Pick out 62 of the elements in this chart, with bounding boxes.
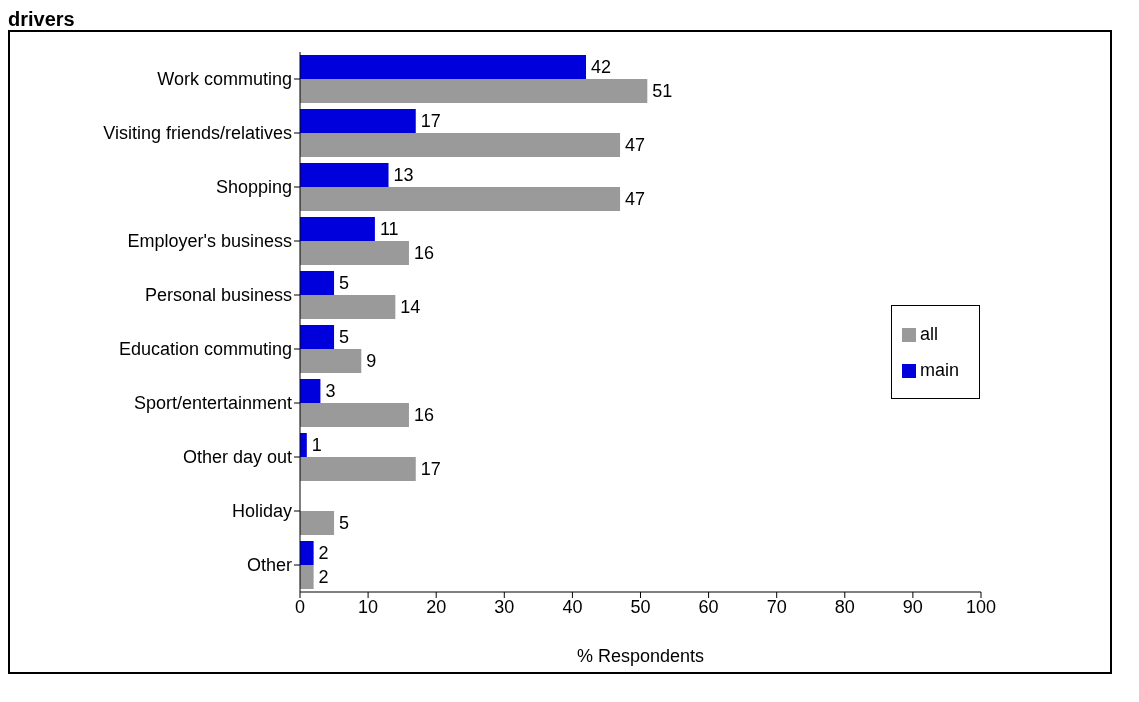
- x-axis-title: % Respondents: [576, 646, 705, 666]
- data-label: 5: [339, 273, 350, 294]
- x-tick-label: 100: [965, 596, 997, 617]
- data-label: 17: [420, 459, 441, 480]
- data-label: 5: [339, 327, 350, 348]
- data-label: 3: [325, 381, 336, 402]
- bar: [300, 55, 587, 79]
- bar: [300, 325, 335, 349]
- bar: [300, 109, 416, 133]
- data-label: 2: [318, 567, 329, 588]
- data-label: 47: [625, 135, 646, 156]
- x-tick-label: 60: [698, 596, 719, 617]
- x-tick-label: 50: [630, 596, 651, 617]
- bar: [300, 457, 416, 481]
- x-tick-label: 40: [562, 596, 583, 617]
- x-tick-label: 10: [358, 596, 379, 617]
- data-label: 5: [339, 513, 350, 534]
- bar: [300, 349, 362, 373]
- data-label: 16: [413, 405, 434, 426]
- bar: [300, 403, 409, 427]
- text: drivers: [8, 8, 76, 30]
- bar: [300, 163, 389, 187]
- data-label: 47: [625, 189, 646, 210]
- y-tick-label: Personal business: [144, 285, 292, 306]
- data-label: 51: [652, 81, 673, 102]
- y-tick-label: Other day out: [182, 447, 292, 468]
- data-label: 14: [400, 297, 421, 318]
- y-tick-label: Work commuting: [157, 69, 292, 90]
- data-label: 11: [379, 219, 399, 240]
- data-label: 2: [318, 543, 329, 564]
- x-tick-label: 20: [426, 596, 447, 617]
- y-tick-label: Shopping: [215, 177, 292, 198]
- y-tick-label: Holiday: [231, 501, 292, 522]
- bar: [300, 133, 621, 157]
- bar: [300, 217, 375, 241]
- data-label: 1: [311, 435, 322, 456]
- data-label: 17: [420, 111, 441, 132]
- x-tick-label: 70: [766, 596, 787, 617]
- y-tick-label: Sport/entertainment: [133, 393, 292, 414]
- x-tick-label: 0: [294, 596, 306, 617]
- data-label: 13: [393, 165, 414, 186]
- bar: [300, 79, 648, 103]
- y-tick-label: Other: [246, 555, 292, 576]
- data-label: 16: [413, 243, 434, 264]
- bar: [300, 187, 621, 211]
- data-label: 42: [591, 57, 612, 78]
- x-tick-label: 90: [902, 596, 923, 617]
- y-tick-label: Employer's business: [127, 231, 292, 252]
- x-tick-label: 80: [834, 596, 855, 617]
- bar: [300, 241, 409, 265]
- y-tick-label: Education commuting: [118, 339, 292, 360]
- bar: [300, 271, 335, 295]
- bar: [300, 565, 314, 589]
- bar: [300, 541, 314, 565]
- x-tick-label: 30: [494, 596, 515, 617]
- bar: [300, 379, 321, 403]
- bar: [300, 511, 335, 535]
- legend-label: all: [919, 324, 938, 344]
- bar: [300, 295, 396, 319]
- data-label: 9: [366, 351, 377, 372]
- legend-label: main: [919, 360, 959, 380]
- y-tick-label: Visiting friends/relatives: [103, 123, 292, 144]
